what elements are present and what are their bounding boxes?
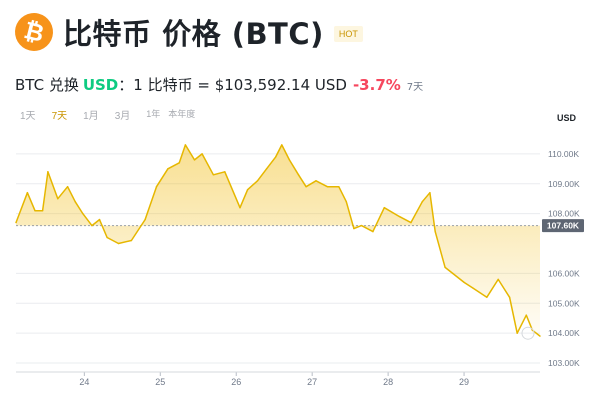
quote-currency[interactable]: USD — [82, 76, 119, 94]
price-change: -3.7% — [352, 76, 401, 94]
data-point — [486, 296, 488, 298]
page-title: 比特币 价格 (BTC) — [63, 17, 324, 51]
data-point — [372, 230, 374, 233]
data-point — [288, 159, 291, 161]
x-tick-label: 26 — [231, 377, 241, 387]
y-tick-label: 105.00K — [548, 298, 580, 308]
y-tick-label: 110.00K — [548, 149, 579, 159]
data-point — [516, 332, 518, 334]
x-tick-label: 24 — [79, 377, 89, 387]
y-tick-label: 103.00K — [548, 358, 580, 368]
data-point — [275, 156, 277, 158]
data-point — [421, 201, 423, 203]
data-point — [353, 227, 355, 230]
data-point — [66, 186, 69, 188]
data-point — [345, 201, 347, 203]
data-point — [193, 159, 196, 161]
data-point — [34, 210, 36, 212]
data-point — [184, 144, 187, 146]
data-point — [265, 168, 268, 170]
data-point — [224, 171, 226, 173]
watermark-icon — [521, 326, 535, 340]
data-point — [338, 186, 340, 188]
data-point — [15, 221, 17, 224]
x-tick-label: 29 — [459, 377, 469, 387]
data-point — [383, 207, 385, 209]
data-point — [26, 192, 29, 194]
current-price-label: 107.60K — [547, 221, 580, 231]
y-tick-label: 104.00K — [548, 328, 580, 338]
data-point — [525, 314, 527, 316]
tab-1y[interactable]: 1年 — [146, 109, 161, 119]
tab-1m[interactable]: 1月 — [83, 111, 99, 122]
y-tick-label: 108.00K — [548, 209, 580, 219]
data-point — [201, 153, 203, 155]
data-point — [246, 189, 249, 191]
hot-badge: HOT — [333, 26, 363, 42]
data-point — [429, 192, 431, 194]
chart-unit: USD — [556, 113, 576, 123]
data-point — [452, 272, 454, 275]
x-tick-label: 27 — [307, 377, 317, 387]
data-point — [315, 180, 317, 182]
rate-equation: 1 比特币 = $103,592.14 USD — [133, 76, 347, 94]
tab-3m[interactable]: 3月 — [114, 111, 131, 122]
data-point — [57, 198, 59, 200]
tab-1d[interactable]: 1天 — [20, 111, 36, 122]
rate-colon: ： — [118, 76, 134, 94]
data-point — [297, 174, 300, 176]
data-point — [398, 215, 401, 218]
data-point — [472, 287, 474, 289]
data-point — [305, 186, 307, 188]
price-area — [16, 144, 540, 337]
tab-ytd[interactable]: 本年度 — [168, 109, 196, 119]
data-point — [239, 207, 241, 209]
data-point — [178, 162, 180, 164]
data-point — [434, 230, 436, 233]
data-point — [130, 239, 133, 242]
data-point — [167, 168, 169, 170]
data-point — [117, 242, 120, 245]
data-point — [444, 266, 446, 269]
change-period: 7天 — [406, 82, 424, 93]
data-point — [463, 281, 465, 284]
rate-line: BTC 兑换 USD ： 1 比特币 = $103,592.14 USD -3.… — [15, 74, 423, 95]
data-point — [212, 174, 215, 176]
data-point — [74, 201, 76, 203]
data-point — [497, 278, 499, 281]
data-point — [155, 186, 158, 188]
x-tick-label: 28 — [383, 377, 393, 387]
data-point — [144, 218, 146, 221]
data-point — [281, 144, 283, 146]
current-price-badge — [542, 219, 584, 233]
data-point — [41, 210, 44, 212]
y-tick-label: 106.00K — [548, 268, 580, 278]
price-chart[interactable]: 110.00K 109.00K 108.00K 106.00K 105.00K 104.0… — [0, 120, 600, 409]
pair-prefix: BTC 兑换 — [15, 76, 79, 94]
data-point — [82, 212, 84, 215]
data-point — [106, 236, 108, 239]
x-tick-label: 25 — [155, 377, 165, 387]
data-point — [410, 221, 412, 224]
price-line — [15, 144, 541, 337]
data-point — [360, 224, 363, 227]
data-point — [256, 180, 259, 182]
data-point — [326, 186, 329, 188]
data-point — [98, 218, 101, 221]
time-range-tabs: 1天 7天 1月 3月 1年 本年度 — [20, 107, 203, 122]
data-point — [91, 224, 93, 227]
data-point — [539, 335, 541, 337]
bitcoin-icon: ₿ — [10, 8, 58, 56]
data-point — [47, 171, 49, 173]
data-point — [508, 296, 511, 298]
y-tick-label: 109.00K — [548, 179, 580, 189]
tab-7d[interactable]: 7天 — [51, 111, 68, 122]
header: ₿ 比特币 价格 (BTC) HOT — [10, 8, 363, 56]
